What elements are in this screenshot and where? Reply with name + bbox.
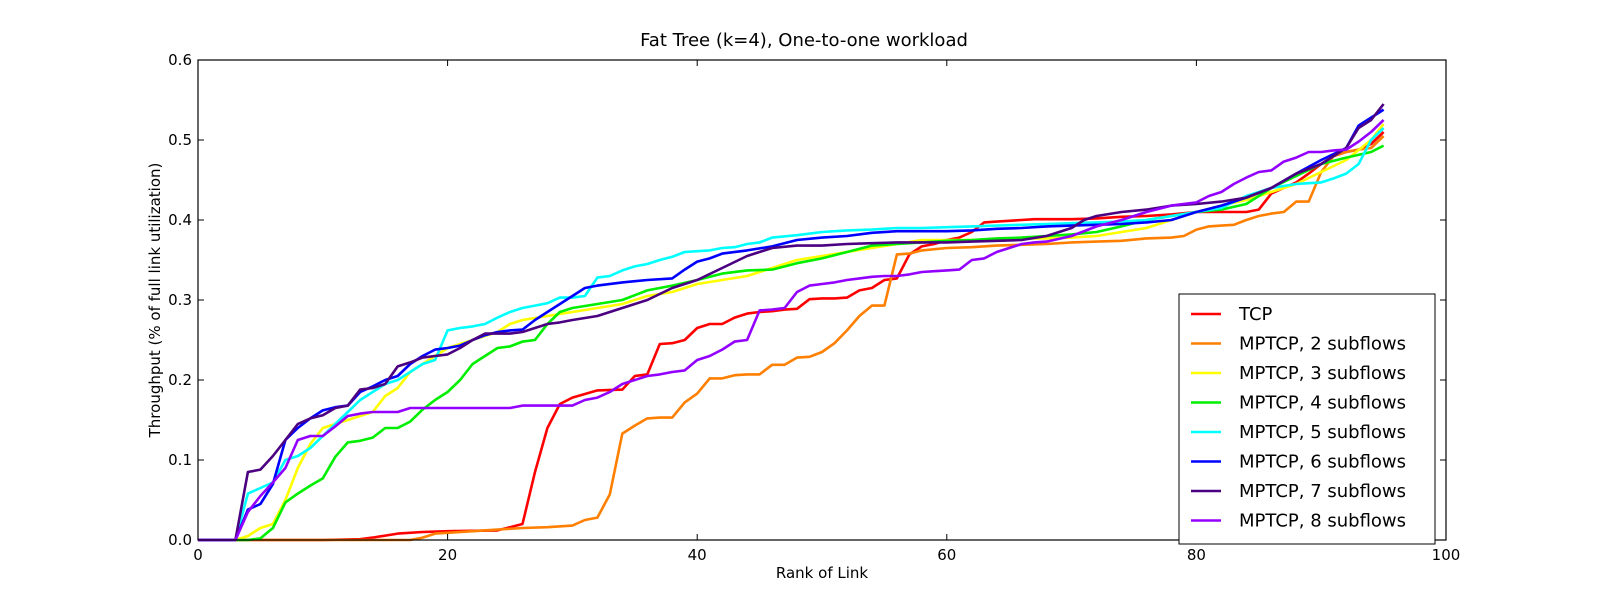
axis-ticks: 0 20 40 60 80 100 0.0 0.1 0.2 0.3 0.4 0.5 0.6 (168, 51, 1460, 564)
series-line-5 (198, 127, 1385, 542)
x-tick-label: 100 (1432, 546, 1461, 564)
y-tick-label: 0.4 (168, 211, 192, 229)
chart-title: Fat Tree (k=4), One-to-one workload (640, 30, 968, 51)
series-line-2 (198, 135, 1385, 542)
series-line-1 (198, 131, 1385, 542)
x-tick-label: 0 (193, 546, 203, 564)
x-tick-label: 40 (688, 546, 707, 564)
y-tick-label: 0.5 (168, 131, 192, 149)
series-lines (198, 103, 1385, 542)
y-tick-label: 0.2 (168, 371, 192, 389)
legend-label: MPTCP, 4 subflows (1239, 393, 1406, 414)
legend-label: MPTCP, 5 subflows (1239, 422, 1406, 443)
x-tick-label: 60 (937, 546, 956, 564)
y-tick-label: 0.6 (168, 51, 192, 69)
series-line-8 (198, 119, 1385, 542)
x-axis-label: Rank of Link (776, 564, 869, 582)
legend-label: MPTCP, 7 subflows (1239, 481, 1406, 502)
y-axis-label: Throughput (% of full link utilization) (146, 163, 164, 439)
legend: TCP MPTCP, 2 subflows MPTCP, 3 subflows MPT… (1178, 293, 1436, 545)
legend-label: MPTCP, 6 subflows (1239, 452, 1406, 473)
y-tick-label: 0.3 (168, 291, 192, 309)
legend-label: TCP (1238, 304, 1273, 325)
x-tick-label: 80 (1187, 546, 1206, 564)
x-tick-label: 20 (438, 546, 457, 564)
legend-label: MPTCP, 8 subflows (1239, 511, 1406, 532)
y-tick-label: 0.1 (168, 451, 192, 469)
legend-box (1178, 293, 1436, 545)
legend-label: MPTCP, 3 subflows (1239, 363, 1406, 384)
y-tick-label: 0.0 (168, 531, 192, 549)
legend-label: MPTCP, 2 subflows (1239, 334, 1406, 355)
